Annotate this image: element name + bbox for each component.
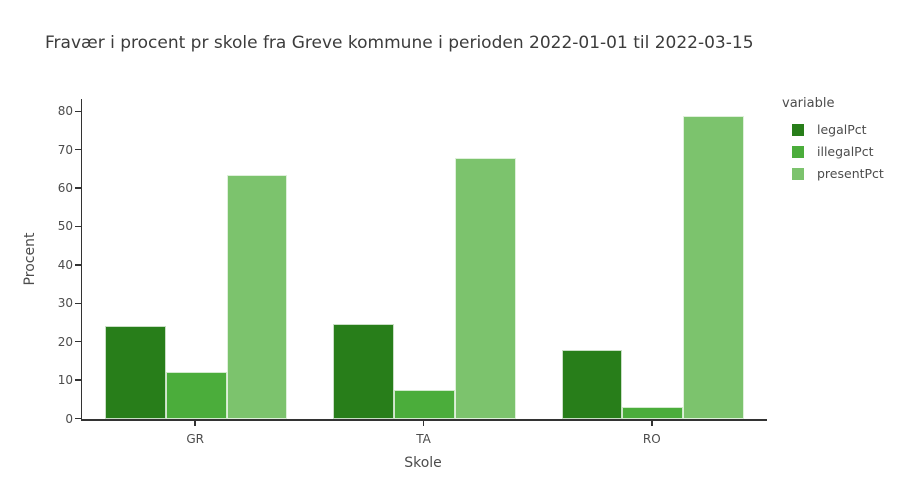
y-tick-label-60: 60 bbox=[57, 181, 73, 196]
x-tick-label-GR: GR bbox=[186, 431, 204, 446]
y-tick-mark bbox=[75, 225, 81, 228]
y-axis-title: Procent bbox=[22, 232, 38, 286]
legend: variable legalPct illegalPct presentPct bbox=[775, 96, 895, 188]
y-tick-label-20: 20 bbox=[57, 334, 73, 349]
y-tick-label-50: 50 bbox=[57, 219, 73, 234]
bar-GR-illegalPct[interactable] bbox=[165, 372, 227, 419]
x-tick-mark bbox=[422, 420, 425, 426]
bar-GR-legalPct[interactable] bbox=[104, 326, 166, 419]
y-tick-label-70: 70 bbox=[57, 142, 73, 157]
legend-item-illegalPct[interactable]: illegalPct bbox=[775, 144, 895, 159]
legend-swatch-presentPct bbox=[792, 167, 804, 180]
legend-title: variable bbox=[782, 96, 835, 111]
chart-title: Fravær i procent pr skole fra Greve komm… bbox=[45, 33, 754, 53]
bar-TA-presentPct[interactable] bbox=[454, 158, 516, 419]
y-tick-label-0: 0 bbox=[65, 411, 73, 426]
legend-swatch-illegalPct bbox=[792, 145, 804, 158]
y-tick-mark bbox=[75, 302, 81, 304]
x-axis-title: Skole bbox=[404, 455, 442, 471]
y-tick-label-10: 10 bbox=[57, 373, 73, 388]
y-tick-mark bbox=[75, 417, 81, 420]
y-tick-mark bbox=[75, 264, 81, 266]
y-tick-mark bbox=[75, 340, 81, 343]
y-tick-mark bbox=[75, 110, 81, 112]
legend-entries: legalPct illegalPct presentPct bbox=[775, 122, 895, 181]
y-tick-label-80: 80 bbox=[57, 104, 73, 119]
legend-label-presentPct: presentPct bbox=[817, 166, 884, 181]
legend-item-legalPct[interactable]: legalPct bbox=[775, 122, 895, 137]
legend-swatch-legalPct bbox=[792, 123, 804, 136]
legend-label-illegalPct: illegalPct bbox=[817, 144, 874, 159]
x-tick-label-TA: TA bbox=[416, 431, 431, 446]
bar-TA-legalPct[interactable] bbox=[333, 324, 395, 419]
legend-item-presentPct[interactable]: presentPct bbox=[775, 166, 895, 181]
x-tick-mark bbox=[194, 420, 196, 426]
bar-RO-presentPct[interactable] bbox=[683, 115, 745, 419]
bar-RO-illegalPct[interactable] bbox=[622, 406, 684, 419]
y-tick-label-30: 30 bbox=[57, 296, 73, 311]
x-tick-label-RO: RO bbox=[642, 431, 661, 446]
bar-TA-illegalPct[interactable] bbox=[394, 390, 455, 419]
bar-RO-legalPct[interactable] bbox=[561, 350, 623, 419]
plot-area bbox=[81, 99, 767, 421]
y-tick-mark bbox=[75, 187, 81, 189]
legend-label-legalPct: legalPct bbox=[817, 122, 867, 137]
y-tick-mark bbox=[75, 148, 81, 151]
y-tick-label-40: 40 bbox=[57, 257, 73, 272]
y-tick-mark bbox=[75, 379, 81, 381]
bar-GR-presentPct[interactable] bbox=[226, 174, 288, 419]
x-tick-mark bbox=[651, 420, 653, 426]
